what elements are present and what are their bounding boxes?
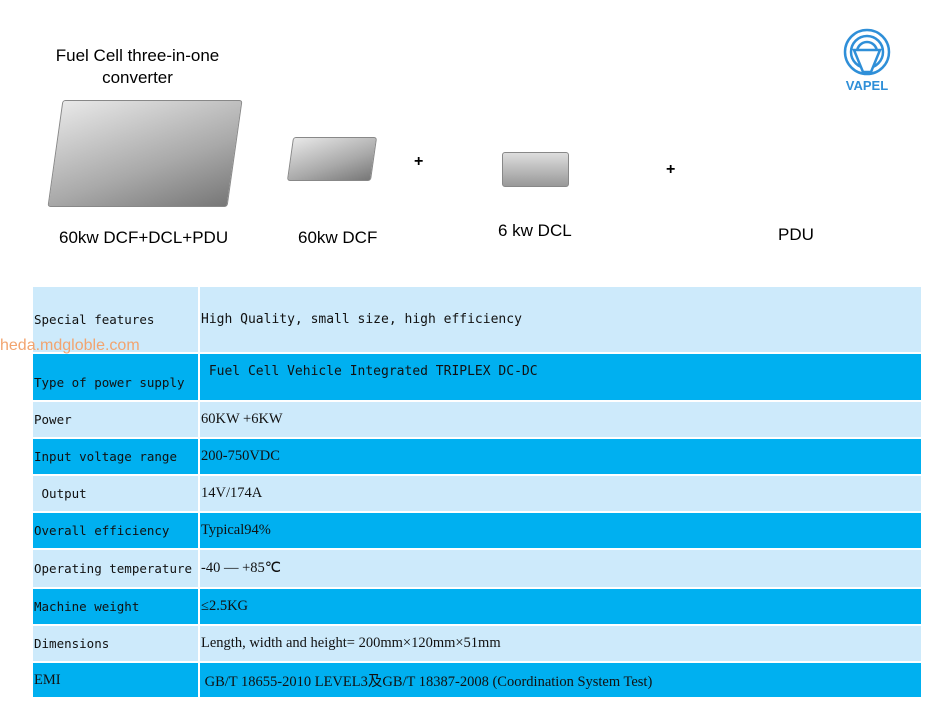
converter-image [47, 100, 243, 207]
spec-value: 200-750VDC [199, 438, 923, 476]
spec-key: Overall efficiency [33, 512, 200, 550]
product-label: PDU [778, 225, 814, 244]
spec-key: EMI [33, 662, 200, 699]
spec-value: Typical94% [199, 512, 923, 550]
product-label: 60kw DCF [298, 228, 378, 247]
spec-value: GB/T 18655-2010 LEVEL3及GB/T 18387-2008 (… [199, 662, 923, 699]
plus-sign: + [414, 153, 424, 170]
spec-key: Machine weight [33, 588, 200, 626]
spec-key: Special features [33, 287, 200, 354]
spec-key: Dimensions [33, 625, 200, 663]
spec-value: Fuel Cell Vehicle Integrated TRIPLEX DC-… [199, 353, 923, 402]
plus-sign: + [666, 161, 676, 178]
spec-value: Length, width and height= 200mm×120mm×51… [199, 625, 923, 663]
spec-table: Special features High Quality, small size… [33, 287, 923, 699]
vapel-logo: VAPEL [840, 28, 896, 94]
page-title: Fuel Cell three-in-one converter [55, 46, 220, 87]
svg-text:VAPEL: VAPEL [846, 78, 888, 93]
product-label: 6 kw DCL [498, 221, 572, 240]
product-label: 60kw DCF+DCL+PDU [59, 228, 229, 247]
spec-key: Output [33, 475, 200, 513]
spec-key: Power [33, 401, 200, 439]
spec-value: High Quality, small size, high efficienc… [199, 287, 923, 354]
spec-value: -40 — +85℃ [199, 549, 923, 589]
dcf-image [286, 137, 378, 181]
spec-value: 14V/174A [199, 475, 923, 513]
spec-key: Operating temperature [33, 549, 200, 589]
spec-value: 60KW +6KW [199, 401, 923, 439]
watermark: heda.mdgloble.com [0, 337, 140, 354]
spec-key: Type of power supply [33, 353, 200, 402]
spec-value: ≤2.5KG [199, 588, 923, 626]
spec-key: Input voltage range [33, 438, 200, 476]
dcl-image [502, 152, 569, 187]
